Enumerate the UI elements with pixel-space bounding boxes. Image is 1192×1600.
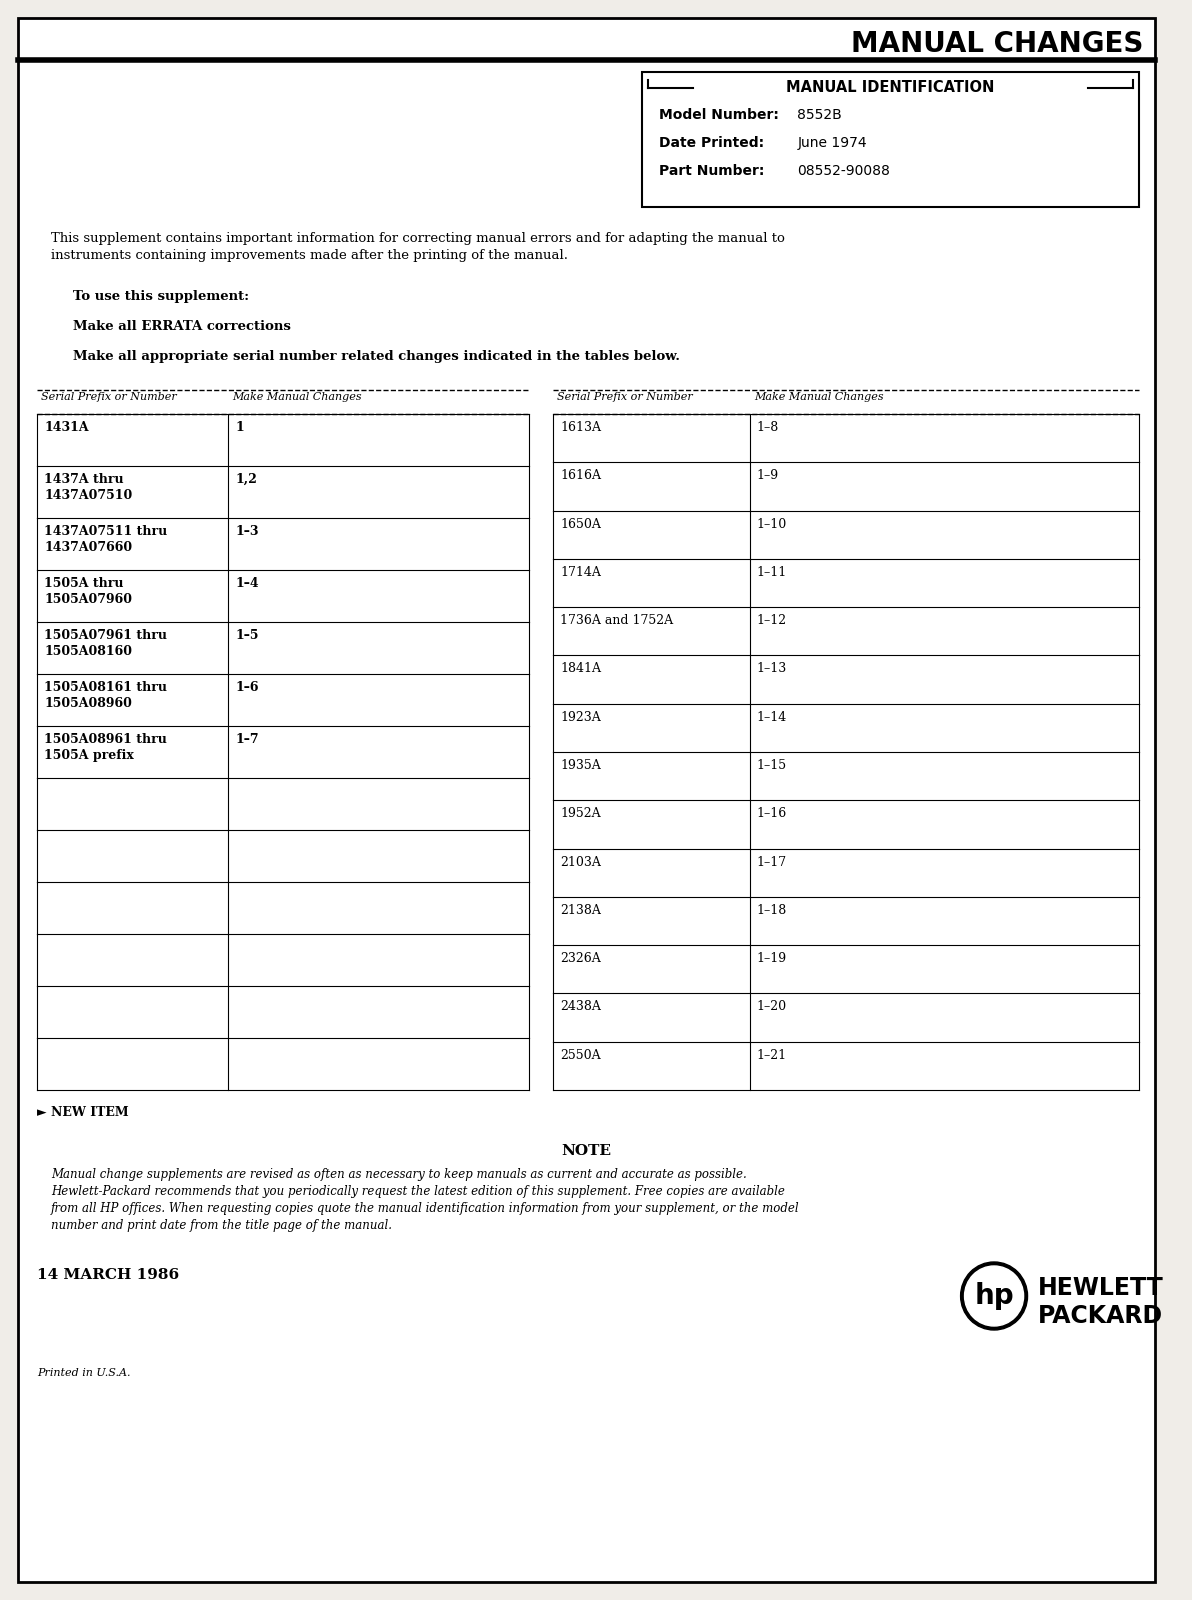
Text: ► NEW ITEM: ► NEW ITEM [37,1106,129,1118]
Text: Manual change supplements are revised as often as necessary to keep manuals as c: Manual change supplements are revised as… [51,1168,800,1232]
Text: 2103A: 2103A [560,856,601,869]
Text: 1–7: 1–7 [235,733,259,746]
Text: 1–21: 1–21 [757,1048,787,1062]
Text: 1505A08961 thru
1505A prefix: 1505A08961 thru 1505A prefix [44,733,167,762]
Text: Make all appropriate serial number related changes indicated in the tables below: Make all appropriate serial number relat… [73,350,679,363]
Text: 1–16: 1–16 [757,808,787,821]
Bar [641,72,1138,206]
Text: 2438A: 2438A [560,1000,601,1013]
Text: 14 MARCH 1986: 14 MARCH 1986 [37,1267,180,1282]
Text: This supplement contains important information for correcting manual errors and : This supplement contains important infor… [51,232,786,262]
Text: PACKARD: PACKARD [1037,1304,1162,1328]
Text: 1,2: 1,2 [235,474,257,486]
Text: 1431A: 1431A [44,421,89,434]
Text: 1736A and 1752A: 1736A and 1752A [560,614,673,627]
Text: 2138A: 2138A [560,904,601,917]
Text: 2326A: 2326A [560,952,601,965]
Text: HEWLETT: HEWLETT [1037,1277,1163,1299]
Text: 1–8: 1–8 [757,421,780,434]
Text: 1–14: 1–14 [757,710,787,723]
Text: 1–12: 1–12 [757,614,787,627]
Text: 1650A: 1650A [560,517,601,531]
Text: Make Manual Changes: Make Manual Changes [232,392,362,402]
Text: 1841A: 1841A [560,662,601,675]
Text: 1935A: 1935A [560,758,601,773]
Text: 1616A: 1616A [560,469,601,482]
Circle shape [964,1266,1024,1326]
Circle shape [961,1262,1028,1330]
Text: 1–11: 1–11 [757,566,787,579]
Text: 1–4: 1–4 [235,578,259,590]
Text: Make Manual Changes: Make Manual Changes [753,392,883,402]
Text: 1–20: 1–20 [757,1000,787,1013]
Text: 1952A: 1952A [560,808,601,821]
Text: 1: 1 [235,421,244,434]
Text: 1–10: 1–10 [757,517,787,531]
Text: 1437A thru
1437A07510: 1437A thru 1437A07510 [44,474,132,502]
Text: Date Printed:: Date Printed: [659,136,764,150]
Text: 1714A: 1714A [560,566,601,579]
Text: 1923A: 1923A [560,710,601,723]
Text: 2550A: 2550A [560,1048,601,1062]
Text: Model Number:: Model Number: [659,109,780,122]
Text: 1–15: 1–15 [757,758,787,773]
Text: MANUAL CHANGES: MANUAL CHANGES [851,30,1143,58]
Text: 1–18: 1–18 [757,904,787,917]
Text: 1–3: 1–3 [235,525,259,538]
Text: 1613A: 1613A [560,421,601,434]
Text: To use this supplement:: To use this supplement: [73,290,249,302]
Text: 1–19: 1–19 [757,952,787,965]
Text: 8552B: 8552B [797,109,842,122]
Text: 1437A07511 thru
1437A07660: 1437A07511 thru 1437A07660 [44,525,168,554]
Text: Part Number:: Part Number: [659,165,765,178]
Text: 1–17: 1–17 [757,856,787,869]
Text: 1505A07961 thru
1505A08160: 1505A07961 thru 1505A08160 [44,629,167,658]
Text: 1505A08161 thru
1505A08960: 1505A08161 thru 1505A08960 [44,682,167,710]
Text: Serial Prefix or Number: Serial Prefix or Number [557,392,693,402]
Text: June 1974: June 1974 [797,136,867,150]
Text: MANUAL IDENTIFICATION: MANUAL IDENTIFICATION [786,80,994,96]
Text: hp: hp [974,1282,1014,1310]
Text: Printed in U.S.A.: Printed in U.S.A. [37,1368,131,1378]
Text: 1–5: 1–5 [235,629,259,642]
Text: 1–6: 1–6 [235,682,259,694]
Text: 08552-90088: 08552-90088 [797,165,890,178]
Text: 1–9: 1–9 [757,469,780,482]
Text: 1–13: 1–13 [757,662,787,675]
Text: NOTE: NOTE [561,1144,611,1158]
Text: 1505A thru
1505A07960: 1505A thru 1505A07960 [44,578,132,606]
Text: Serial Prefix or Number: Serial Prefix or Number [42,392,178,402]
Text: Make all ERRATA corrections: Make all ERRATA corrections [73,320,291,333]
